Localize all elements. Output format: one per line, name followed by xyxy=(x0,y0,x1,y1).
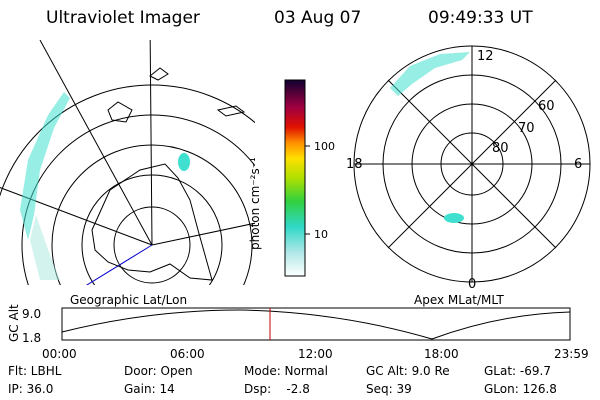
apex-label: Apex MLat/MLT xyxy=(414,293,504,307)
aurora-emission xyxy=(390,52,470,223)
footer-seq: Seq: 39 xyxy=(366,382,412,396)
alt-axis-label: GC Alt xyxy=(7,304,21,342)
geographic-label: Geographic Lat/Lon xyxy=(70,293,187,307)
footer-ip: IP: 36.0 xyxy=(8,382,54,396)
meridian-line xyxy=(151,222,255,246)
altitude-panel: Geographic Lat/Lon Apex MLat/MLT GC Alt … xyxy=(7,293,589,361)
alt-plot-frame xyxy=(61,307,571,341)
lat-circle xyxy=(51,144,253,285)
meridian-line xyxy=(85,244,153,285)
footer-gc-alt: GC Alt: 9.0 Re xyxy=(366,364,450,378)
alt-tick-low: 1.8 xyxy=(22,331,41,345)
mlt-label-12: 12 xyxy=(477,49,494,64)
xtick-0600: 06:00 xyxy=(170,347,205,361)
mlt-label-6: 6 xyxy=(574,157,582,172)
geographic-map xyxy=(0,40,255,285)
apex-polar-plot: 12 18 6 0 60 70 80 xyxy=(346,45,591,292)
footer-gain: Gain: 14 xyxy=(124,382,175,396)
footer-mode: Mode: Normal xyxy=(244,364,328,378)
alt-tick-high: 9.0 xyxy=(22,307,41,321)
meridian-line xyxy=(149,40,153,246)
footer-glat: GLat: -69.7 xyxy=(484,364,551,378)
mlat-label-70: 70 xyxy=(518,121,535,136)
footer-door: Door: Open xyxy=(124,364,193,378)
mlat-label-60: 60 xyxy=(538,99,555,114)
lat-circle xyxy=(81,174,223,285)
date-label: 03 Aug 07 xyxy=(274,8,362,28)
mlt-label-18: 18 xyxy=(346,157,363,172)
color-bar: 100 10 xyxy=(284,79,335,277)
xtick-0000: 00:00 xyxy=(42,347,77,361)
colorbar-tick-100: 100 xyxy=(314,140,335,153)
lat-circle xyxy=(0,84,255,197)
footer-flt: Flt: LBHL xyxy=(8,364,62,378)
lat-circle xyxy=(21,114,255,285)
mlat-label-80: 80 xyxy=(492,141,509,156)
colorbar-tick-10: 10 xyxy=(314,228,328,241)
alt-curve xyxy=(61,309,571,340)
meridian-line xyxy=(39,40,153,246)
aurora-emission xyxy=(20,92,190,280)
mlt-line xyxy=(387,79,557,249)
meridian-line xyxy=(0,187,153,246)
xtick-2359: 23:59 xyxy=(554,347,589,361)
colorbar-label: photon cm⁻²s⁻¹ xyxy=(248,157,262,250)
coastline xyxy=(107,101,133,123)
time-label: 09:49:33 UT xyxy=(428,8,533,28)
coastline xyxy=(216,105,246,117)
coastline xyxy=(91,163,213,281)
xtick-1200: 12:00 xyxy=(298,347,333,361)
footer-dsp: Dsp: -2.8 xyxy=(244,382,310,396)
mlt-label-0: 0 xyxy=(468,277,476,292)
instrument-title: Ultraviolet Imager xyxy=(46,8,200,28)
coastline xyxy=(149,67,169,81)
xtick-1800: 18:00 xyxy=(424,347,459,361)
header-row: Ultraviolet Imager 03 Aug 07 09:49:33 UT xyxy=(0,8,600,32)
footer-glon: GLon: 126.8 xyxy=(484,382,557,396)
